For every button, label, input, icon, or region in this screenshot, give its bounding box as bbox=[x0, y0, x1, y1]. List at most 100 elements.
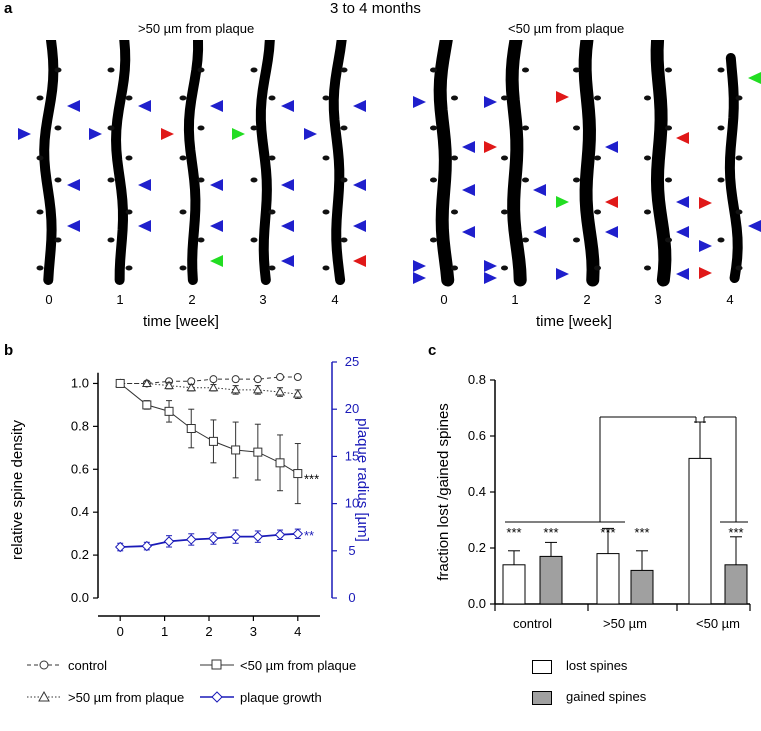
data-point bbox=[253, 447, 263, 457]
data-point bbox=[231, 375, 240, 384]
dendritic-spine bbox=[644, 155, 651, 161]
dendrite-shaft bbox=[111, 40, 131, 285]
dendritic-spine bbox=[197, 125, 205, 131]
dendritic-spine bbox=[340, 177, 348, 183]
dendritic-spine bbox=[36, 209, 44, 215]
y-tick-label: 0.4 bbox=[71, 504, 89, 519]
dendritic-spine bbox=[573, 237, 580, 243]
stable-spine-arrow bbox=[304, 128, 317, 140]
x-tick-label: 4 bbox=[294, 624, 301, 639]
legend-lost-swatch bbox=[532, 660, 552, 674]
dendrite-image bbox=[304, 40, 366, 285]
time-label: 4 bbox=[726, 292, 734, 307]
dendritic-spine bbox=[340, 67, 348, 73]
data-point bbox=[275, 458, 285, 468]
legend-far: >50 µm from plaque bbox=[68, 690, 185, 705]
lost-spine-arrow bbox=[699, 197, 712, 209]
stable-spine-arrow bbox=[138, 220, 151, 232]
stable-spine-arrow bbox=[353, 179, 366, 191]
gained-spines-bar bbox=[539, 555, 563, 605]
legend-plaque-growth: plaque growth bbox=[240, 690, 322, 705]
dendritic-spine bbox=[322, 209, 330, 215]
dendritic-spine bbox=[735, 155, 743, 161]
significance-marker: ** bbox=[304, 528, 314, 543]
dendritic-spine bbox=[250, 67, 258, 73]
legend-gained: gained spines bbox=[566, 689, 647, 704]
data-point bbox=[252, 531, 264, 542]
time-label: 2 bbox=[583, 292, 591, 307]
lost-spine-arrow bbox=[676, 132, 689, 144]
dendritic-spine bbox=[179, 95, 187, 101]
y-tick-label: 0.8 bbox=[71, 418, 89, 433]
data-point bbox=[292, 389, 303, 398]
stable-spine-arrow bbox=[89, 128, 102, 140]
category-label: control bbox=[513, 616, 552, 631]
dendrite-image-strip bbox=[18, 40, 761, 287]
age-label: 3 to 4 months bbox=[330, 0, 421, 17]
data-point bbox=[209, 375, 218, 384]
spine-turnover-chart: 0.0 0.2 0.4 0.6 0.8 fraction lost /gained spi… bbox=[435, 372, 751, 631]
y-tick-label: 0.0 bbox=[468, 596, 486, 611]
y-tick-label: 1.0 bbox=[71, 375, 89, 390]
data-point bbox=[164, 406, 174, 416]
legend-near: <50 µm from plaque bbox=[240, 658, 357, 673]
dendritic-spine bbox=[125, 95, 133, 101]
lost-spine-arrow bbox=[484, 141, 497, 153]
y-tick-label: 0.2 bbox=[468, 540, 486, 555]
dendritic-spine bbox=[665, 177, 672, 183]
dendritic-spine bbox=[268, 95, 276, 101]
stable-spine-arrow bbox=[67, 220, 80, 232]
x-tick-label: 3 bbox=[250, 624, 257, 639]
y-tick-label: 0.4 bbox=[468, 484, 486, 499]
dendritic-spine bbox=[36, 95, 44, 101]
dendritic-spine bbox=[430, 177, 437, 183]
dendritic-spine bbox=[665, 67, 672, 73]
dendrite-shaft bbox=[505, 40, 527, 287]
dendrite-image bbox=[161, 40, 223, 285]
gained-spine-arrow bbox=[232, 128, 245, 140]
data-point bbox=[230, 384, 241, 394]
dendritic-spine bbox=[197, 67, 205, 73]
significance-marker: *** bbox=[600, 525, 615, 540]
dendritic-spine bbox=[430, 67, 437, 73]
dendritic-spine bbox=[107, 237, 115, 243]
data-point bbox=[142, 400, 152, 410]
y-tick-label: 0.8 bbox=[468, 372, 486, 387]
dendritic-spine bbox=[197, 177, 205, 183]
dendritic-spine bbox=[54, 237, 62, 243]
panel-a-xlabel-right: time [week] bbox=[536, 313, 612, 330]
data-point bbox=[293, 373, 302, 382]
dendritic-spine bbox=[36, 265, 44, 271]
dendritic-spine bbox=[501, 155, 508, 161]
stable-spine-arrow bbox=[281, 255, 294, 267]
x-tick-label: 0 bbox=[117, 624, 124, 639]
data-point bbox=[274, 529, 286, 540]
dendritic-spine bbox=[268, 155, 276, 161]
stable-spine-arrow bbox=[353, 100, 366, 112]
dendrite-shaft bbox=[328, 40, 347, 285]
dendritic-spine bbox=[665, 125, 672, 131]
stable-spine-arrow bbox=[533, 226, 546, 238]
panel-a-xlabel-left: time [week] bbox=[143, 313, 219, 330]
dendritic-spine bbox=[197, 237, 205, 243]
dendritic-spine bbox=[501, 265, 508, 271]
dendrite-shaft bbox=[650, 40, 672, 287]
data-point bbox=[230, 531, 241, 542]
data-point bbox=[186, 382, 197, 392]
legend-b-markers bbox=[27, 659, 234, 703]
significance-marker: *** bbox=[506, 525, 521, 540]
lost-spine-arrow bbox=[353, 255, 366, 267]
dendritic-spine bbox=[107, 125, 115, 131]
stable-spine-arrow bbox=[484, 272, 497, 284]
lost-spine-arrow bbox=[161, 128, 174, 140]
spine-density-chart: 0.0 0.2 0.4 0.6 0.8 1.0 relative spine density… bbox=[9, 354, 371, 639]
dendritic-spine bbox=[644, 265, 651, 271]
y2-axis-label: plaque radius [µm] bbox=[354, 418, 371, 542]
data-point bbox=[208, 382, 219, 392]
y2-tick-label: 0 bbox=[348, 590, 355, 605]
gained-spine-arrow bbox=[748, 72, 761, 84]
stable-spine-arrow bbox=[676, 268, 689, 280]
stable-spine-arrow bbox=[67, 179, 80, 191]
legend-diamond-marker bbox=[211, 691, 223, 703]
x-tick-label: 1 bbox=[161, 624, 168, 639]
